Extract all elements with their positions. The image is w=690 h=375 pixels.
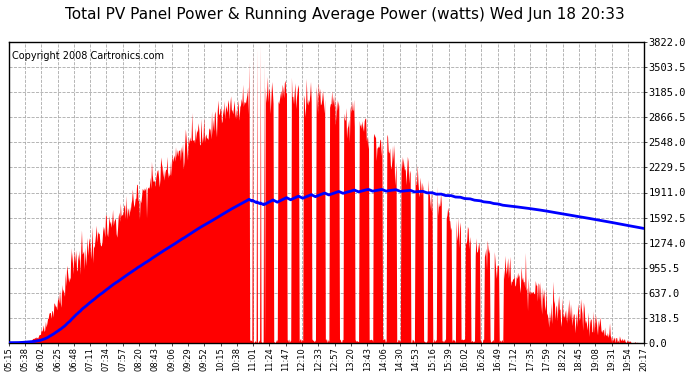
Text: Total PV Panel Power & Running Average Power (watts) Wed Jun 18 20:33: Total PV Panel Power & Running Average P… <box>65 8 625 22</box>
Text: Copyright 2008 Cartronics.com: Copyright 2008 Cartronics.com <box>12 51 164 62</box>
